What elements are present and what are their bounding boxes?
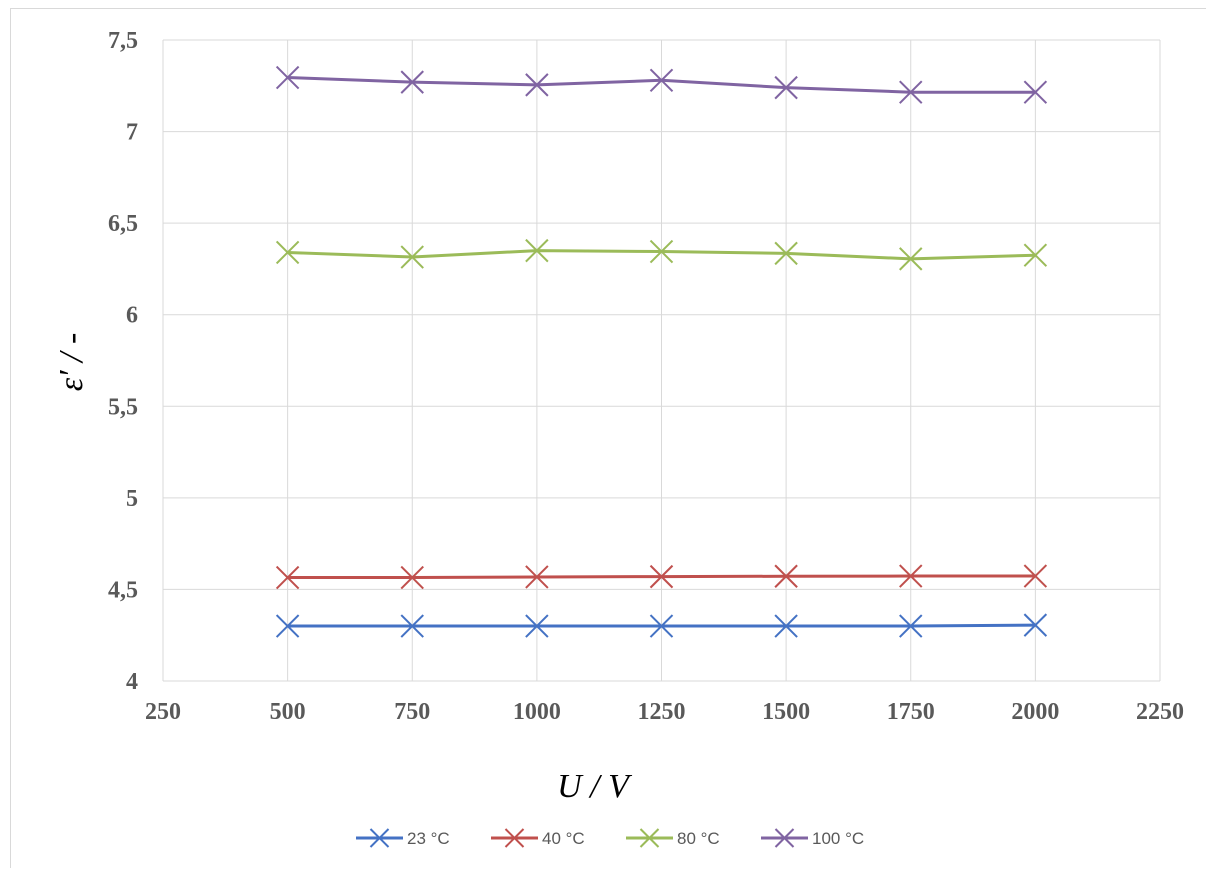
chart-frame bbox=[10, 8, 1206, 868]
data-point bbox=[649, 564, 674, 589]
x-tick-label: 750 bbox=[394, 699, 430, 725]
marker-stroke bbox=[774, 75, 798, 100]
y-tick-label: 6 bbox=[126, 303, 138, 329]
marker-stroke bbox=[899, 614, 923, 638]
legend-label: 100 °C bbox=[812, 829, 864, 848]
marker-stroke bbox=[275, 565, 300, 590]
gridlines bbox=[162, 39, 1161, 682]
legend-item: 23 °C bbox=[356, 828, 450, 848]
data-point bbox=[525, 238, 549, 263]
marker-stroke bbox=[1023, 613, 1048, 637]
x-axis-ticks: 250 500 750 1000 1250 1500 1750 2000 2250 bbox=[145, 699, 1184, 725]
legend-item: 80 °C bbox=[626, 828, 720, 848]
marker-stroke bbox=[525, 238, 549, 263]
marker-stroke bbox=[899, 247, 923, 271]
data-point bbox=[649, 68, 674, 92]
x-tick-label: 1500 bbox=[762, 699, 810, 725]
marker-stroke bbox=[639, 828, 660, 848]
y-tick-label: 7 bbox=[126, 120, 138, 146]
series-1 bbox=[275, 564, 1048, 590]
marker-stroke bbox=[1023, 243, 1048, 267]
x-tick-label: 250 bbox=[145, 699, 181, 725]
series-0 bbox=[275, 613, 1048, 638]
data-point bbox=[1023, 80, 1048, 104]
legend-item: 100 °C bbox=[761, 828, 864, 848]
marker-stroke bbox=[774, 564, 798, 588]
data-point bbox=[899, 80, 923, 104]
data-point bbox=[275, 240, 300, 265]
legend-item: 40 °C bbox=[491, 828, 585, 848]
x-tick-label: 1000 bbox=[513, 699, 561, 725]
series-3 bbox=[275, 65, 1048, 104]
y-tick-label: 5,5 bbox=[108, 394, 138, 420]
data-point bbox=[899, 614, 923, 638]
y-axis-label: ε′ / - bbox=[53, 333, 90, 392]
marker-stroke bbox=[369, 828, 390, 848]
x-tick-label: 1250 bbox=[638, 699, 686, 725]
y-tick-label: 7,5 bbox=[108, 28, 138, 54]
legend-label: 40 °C bbox=[542, 829, 585, 848]
x-tick-label: 1750 bbox=[887, 699, 935, 725]
marker-stroke bbox=[899, 80, 923, 104]
data-point bbox=[774, 75, 798, 100]
data-point bbox=[774, 564, 798, 588]
marker-stroke bbox=[899, 564, 923, 588]
y-tick-label: 4 bbox=[126, 669, 138, 695]
y-tick-label: 5 bbox=[126, 486, 138, 512]
y-tick-label: 6,5 bbox=[108, 211, 138, 237]
data-point bbox=[1023, 613, 1048, 637]
data-point bbox=[649, 239, 674, 264]
marker-stroke bbox=[525, 614, 549, 638]
marker-stroke bbox=[649, 239, 674, 264]
x-tick-label: 500 bbox=[270, 699, 306, 725]
data-point bbox=[1023, 564, 1048, 588]
marker-stroke bbox=[400, 565, 424, 590]
data-point bbox=[400, 245, 424, 269]
y-tick-label: 4,5 bbox=[108, 577, 138, 603]
series-layer bbox=[275, 65, 1048, 638]
series-2 bbox=[275, 238, 1048, 271]
x-tick-label: 2000 bbox=[1011, 699, 1059, 725]
marker-stroke bbox=[400, 614, 424, 638]
marker-stroke bbox=[275, 614, 300, 638]
marker-stroke bbox=[649, 564, 674, 589]
data-point bbox=[275, 565, 300, 590]
data-point bbox=[649, 614, 674, 638]
data-point bbox=[525, 614, 549, 638]
marker-stroke bbox=[275, 65, 300, 90]
marker-stroke bbox=[400, 245, 424, 269]
marker-stroke bbox=[774, 614, 798, 638]
y-axis-ticks: 4 4,5 5 5,5 6 6,5 7 7,5 bbox=[108, 28, 138, 695]
data-point bbox=[275, 65, 300, 90]
marker-stroke bbox=[649, 614, 674, 638]
marker-stroke bbox=[1023, 564, 1048, 588]
data-point bbox=[525, 73, 549, 97]
data-point bbox=[774, 614, 798, 638]
data-point bbox=[275, 614, 300, 638]
data-point bbox=[400, 70, 424, 94]
marker-stroke bbox=[774, 241, 798, 266]
data-point bbox=[899, 564, 923, 588]
data-point bbox=[400, 565, 424, 590]
x-axis-label: U / V bbox=[557, 768, 633, 805]
data-point bbox=[525, 565, 549, 589]
marker-stroke bbox=[525, 73, 549, 97]
marker-stroke bbox=[400, 70, 424, 94]
marker-stroke bbox=[504, 828, 525, 848]
legend-label: 80 °C bbox=[677, 829, 720, 848]
data-point bbox=[899, 247, 923, 271]
marker-stroke bbox=[649, 68, 674, 92]
legend-label: 23 °C bbox=[407, 829, 450, 848]
data-point bbox=[774, 241, 798, 266]
legend: 23 °C 40 °C 80 °C 100 °C bbox=[356, 828, 864, 848]
marker-stroke bbox=[525, 565, 549, 589]
x-tick-label: 2250 bbox=[1136, 699, 1184, 725]
marker-stroke bbox=[275, 240, 300, 265]
marker-stroke bbox=[1023, 80, 1048, 104]
data-point bbox=[1023, 243, 1048, 267]
data-point bbox=[400, 614, 424, 638]
marker-stroke bbox=[774, 828, 795, 848]
